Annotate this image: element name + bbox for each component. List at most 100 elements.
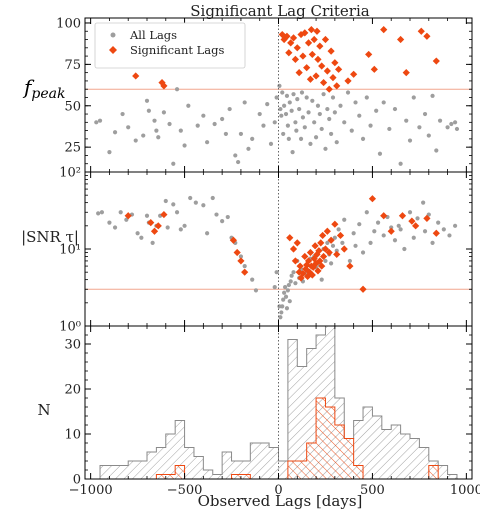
significant-lag-point [278, 30, 286, 39]
all-lag-point [437, 118, 443, 123]
significant-lag-point [314, 55, 322, 63]
all-lag-point [375, 220, 381, 225]
all-lag-point [220, 116, 225, 122]
all-lag-point [282, 290, 287, 295]
all-lag-point [201, 203, 206, 208]
all-lag-point [396, 223, 401, 228]
significant-lag-point [323, 227, 331, 235]
significant-lag-point [147, 219, 155, 227]
all-lag-point [118, 210, 123, 215]
snr-axis-label: |SNR τ| [21, 228, 79, 246]
y-tick-label: 50 [64, 99, 81, 114]
all-lag-point [368, 240, 373, 246]
all-lag-point [411, 235, 416, 240]
all-lag-point [281, 297, 286, 302]
significant-lag-point [307, 25, 315, 34]
significant-lag-point [289, 34, 298, 42]
all-lag-point [286, 282, 291, 288]
significant-lag-point [327, 47, 335, 55]
all-lag-point [144, 98, 150, 103]
significant-lag-point [310, 35, 318, 44]
all-lag-point [272, 120, 277, 125]
all-lag-point [283, 111, 289, 117]
all-lag-point [285, 123, 290, 128]
all-lag-point [327, 116, 332, 122]
all-lag-point [223, 131, 228, 137]
x-tick-label: 500 [360, 483, 385, 498]
all-lag-point [317, 111, 322, 117]
all-lag-point [415, 216, 420, 221]
significant-lag-point [286, 234, 294, 242]
significant-lag-point [423, 32, 431, 40]
all-lag-point [332, 110, 337, 115]
all-lag-point [381, 233, 386, 238]
all-lag-point [124, 217, 129, 222]
significant-lag-point [283, 32, 291, 40]
all-lag-point [107, 150, 112, 155]
significant-lag-point [387, 227, 395, 235]
significant-lag-point [417, 27, 425, 35]
all-lag-point [268, 141, 274, 146]
all-lag-point [182, 223, 187, 228]
all-lag-point [281, 131, 286, 137]
significant-lag-point [321, 35, 330, 44]
all-lag-point [274, 270, 279, 275]
all-lag-point [195, 123, 200, 128]
all-lag-point [165, 225, 170, 230]
all-lag-point [411, 95, 416, 100]
all-lag-point [289, 108, 294, 113]
all-lag-point [135, 231, 140, 236]
all-lag-point [338, 103, 343, 108]
significant-lag-point [304, 257, 313, 265]
all-lag-point [152, 118, 157, 123]
significant-lag-point [306, 248, 315, 257]
all-lag-point [96, 211, 101, 216]
snr-panel: |SNR τ| 10⁰ 10¹ 10² [21, 166, 473, 335]
all-lag-point [278, 106, 283, 112]
all-lag-point [336, 227, 341, 232]
all-lag-point [389, 225, 394, 230]
all-lag-point [220, 219, 225, 224]
all-lag-point [452, 223, 458, 228]
all-lag-point [107, 220, 112, 225]
significant-lag-point [325, 248, 333, 257]
all-lag-point [313, 135, 319, 140]
significant-lag-point [317, 239, 325, 247]
all-lag-point [146, 108, 151, 113]
all-lag-point [319, 126, 324, 132]
significant-lag-point [365, 50, 373, 59]
legend: All Lags Significant Lags [94, 22, 246, 69]
significant-lag-point [329, 74, 337, 82]
significant-lag-point [295, 268, 303, 276]
significant-lag-point [311, 242, 319, 250]
all-lag-point [310, 98, 315, 103]
all-lag-point [242, 263, 247, 269]
significant-lag-point [285, 49, 293, 57]
all-lag-point [253, 288, 259, 293]
all-lag-point [298, 136, 304, 141]
significant-lag-point [331, 220, 339, 228]
all-lag-point [277, 83, 282, 88]
all-lag-point [214, 212, 219, 217]
all-lag-point [360, 250, 366, 255]
legend-significant-lags-label: Significant Lags [130, 43, 225, 57]
all-lag-point [398, 161, 403, 166]
all-lag-point [315, 103, 321, 108]
all-lag-point [156, 135, 161, 140]
all-lag-point [150, 240, 155, 246]
significant-lag-point [346, 262, 354, 270]
all-lag-point [454, 126, 460, 132]
all-lag-point [250, 277, 255, 282]
significant-lag-point [297, 274, 305, 282]
all-lag-point [334, 140, 339, 145]
significant-lag-point [316, 257, 324, 265]
all-lag-point [287, 100, 292, 105]
all-lag-point [332, 235, 337, 240]
significant-lag-point [319, 252, 328, 261]
significant-lag-point [344, 77, 352, 85]
all-lag-point [345, 90, 351, 95]
all-lag-point [364, 95, 369, 100]
y-tick-label: 20 [64, 383, 81, 398]
y-tick-label: 10¹ [59, 243, 81, 258]
all-lag-point [319, 277, 324, 282]
